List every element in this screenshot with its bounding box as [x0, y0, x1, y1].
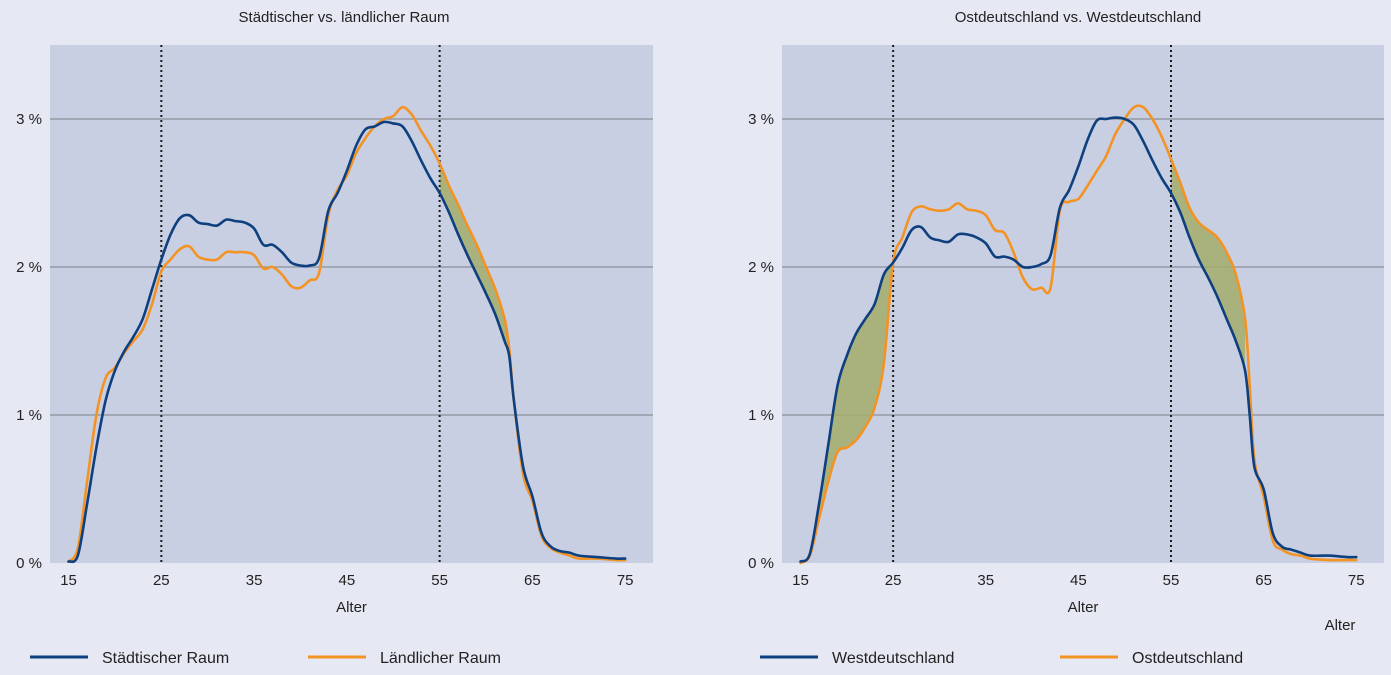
x-tick-label: 75 [1348, 572, 1365, 589]
y-tick-label: 3 % [16, 111, 42, 128]
y-tick-label: 2 % [748, 259, 774, 276]
chart-title: Städtischer vs. ländlicher Raum [239, 9, 450, 26]
series-line [799, 104, 1358, 565]
x-tick-label: 35 [977, 572, 994, 589]
x-tick-label: 55 [431, 572, 448, 589]
x-tick-label: 45 [339, 572, 356, 589]
x-tick-label: 15 [792, 572, 809, 589]
plot-area [782, 45, 1384, 563]
x-tick-label: 65 [524, 572, 541, 589]
legend-label: Ländlicher Raum [380, 650, 501, 667]
chart-1: Städtischer vs. ländlicher Raum 0 % 1 % 2 %… [16, 9, 653, 667]
x-tick-label: 35 [246, 572, 263, 589]
y-tick-label: 0 % [748, 555, 774, 572]
difference-shading [439, 163, 510, 356]
x-tick-label: 15 [60, 572, 77, 589]
difference-shading [809, 262, 894, 556]
y-tick-label: 2 % [16, 259, 42, 276]
y-tick-label: 1 % [16, 407, 42, 424]
x-tick-label: 25 [885, 572, 902, 589]
y-tick-label: 0 % [16, 555, 42, 572]
legend-label: Ostdeutschland [1132, 650, 1243, 667]
corner-axis-label: Alter [1325, 617, 1356, 634]
legend-label: Städtischer Raum [102, 650, 229, 667]
x-tick-label: 45 [1070, 572, 1087, 589]
chart-2: Ostdeutschland vs. Westdeutschland 0 % 1 %… [748, 9, 1384, 667]
legend-label: Westdeutschland [832, 650, 954, 667]
x-tick-label: 55 [1163, 572, 1180, 589]
plot-area [50, 45, 653, 563]
x-tick-label: 65 [1255, 572, 1272, 589]
series-line [799, 116, 1358, 563]
x-tick-label: 25 [153, 572, 170, 589]
x-axis-label: Alter [1068, 599, 1099, 616]
x-axis-label: Alter [336, 599, 367, 616]
y-tick-label: 1 % [748, 407, 774, 424]
series-line [67, 120, 627, 564]
chart-title: Ostdeutschland vs. Westdeutschland [955, 9, 1202, 26]
x-tick-label: 75 [617, 572, 634, 589]
y-tick-label: 3 % [748, 111, 774, 128]
